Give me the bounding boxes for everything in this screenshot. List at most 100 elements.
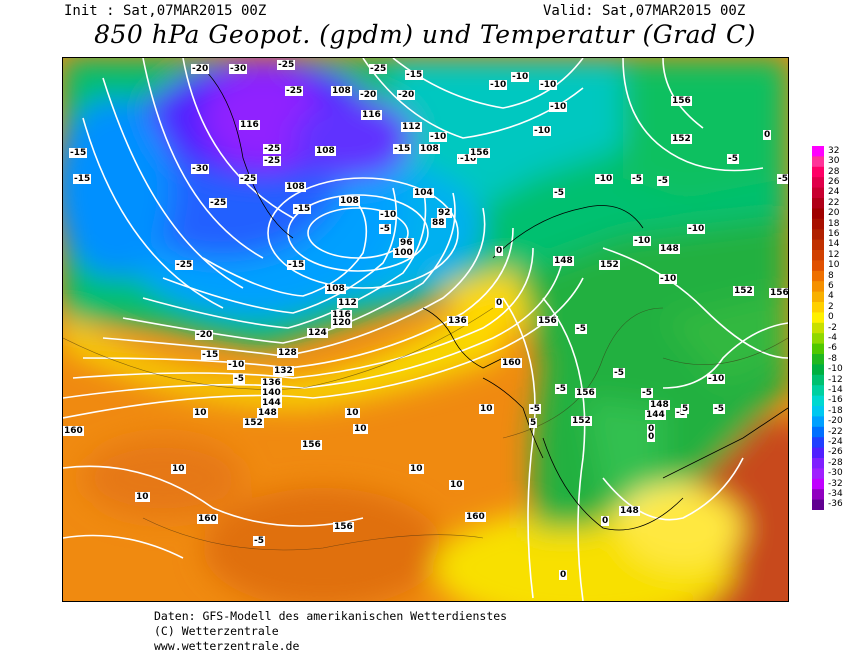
contour-label: -5 <box>631 174 643 184</box>
colorbar-tick: 28 <box>828 166 840 177</box>
data-source: Daten: GFS-Modell des amerikanischen Wet… <box>154 609 508 623</box>
contour-label: -5 <box>233 374 245 384</box>
contour-label: -20 <box>191 64 210 74</box>
contour-label: 152 <box>571 416 592 426</box>
contour-label: 0 <box>647 424 656 434</box>
contour-label: -20 <box>195 330 214 340</box>
contour-label: 108 <box>339 196 360 206</box>
contour-label: 124 <box>307 328 328 338</box>
contour-label: -25 <box>175 260 194 270</box>
contour-label: -15 <box>73 174 92 184</box>
contour-label: 5 <box>681 404 690 414</box>
colorbar-tick: 30 <box>828 156 840 167</box>
contour-label: -5 <box>379 224 391 234</box>
contour-label: 156 <box>333 522 354 532</box>
contour-label: 136 <box>447 316 468 326</box>
contour-label: 108 <box>331 86 352 96</box>
contour-label: 148 <box>659 244 680 254</box>
colorbar-tick: 12 <box>828 249 840 260</box>
contour-label: 116 <box>239 120 260 130</box>
contour-label: 96 <box>399 238 414 248</box>
contour-label: 116 <box>331 310 352 320</box>
contour-label: 10 <box>135 492 150 502</box>
contour-label: 152 <box>243 418 264 428</box>
colorbar-swatch <box>812 302 824 313</box>
temperature-colorbar <box>812 146 824 511</box>
colorbar-swatch <box>812 354 824 365</box>
contour-label: -15 <box>405 70 424 80</box>
colorbar-tick: 24 <box>828 187 840 198</box>
colorbar-swatch <box>812 478 824 490</box>
colorbar-tick: -14 <box>828 384 843 395</box>
contour-label: 156 <box>671 96 692 106</box>
colorbar-swatch <box>812 406 824 417</box>
colorbar-tick: 14 <box>828 239 840 250</box>
colorbar-swatch <box>812 322 824 334</box>
contour-label: 0 <box>559 570 568 580</box>
colorbar-swatch <box>812 333 824 345</box>
contour-label: 144 <box>645 410 666 420</box>
contour-label: 10 <box>479 404 494 414</box>
contour-label: -5 <box>613 368 625 378</box>
contour-label: -30 <box>229 64 248 74</box>
contour-label: 136 <box>261 378 282 388</box>
contour-label: -10 <box>595 174 614 184</box>
map-title: 850 hPa Geopot. (gpdm) und Temperatur (G… <box>94 20 756 49</box>
contour-label: -10 <box>533 126 552 136</box>
colorbar-swatch <box>812 426 824 438</box>
colorbar-tick: -2 <box>828 322 837 333</box>
contour-label: 10 <box>409 464 424 474</box>
colorbar-swatch <box>812 437 824 449</box>
copyright: (C) Wetterzentrale <box>154 624 279 638</box>
contour-label: 128 <box>277 348 298 358</box>
colorbar-tick: -18 <box>828 405 843 416</box>
contour-label: 10 <box>193 408 208 418</box>
contour-label: 152 <box>671 134 692 144</box>
contour-label: -10 <box>459 154 478 164</box>
init-time: Init : Sat,07MAR2015 00Z <box>64 3 267 19</box>
contour-label: 156 <box>769 288 789 298</box>
contour-label: 10 <box>449 480 464 490</box>
website-link[interactable]: www.wetterzentrale.de <box>154 639 300 653</box>
contour-label: 156 <box>301 440 322 450</box>
colorbar-tick: -36 <box>828 499 843 510</box>
contour-label: -25 <box>285 86 304 96</box>
contour-label: -20 <box>359 90 378 100</box>
contour-label: -20 <box>397 90 416 100</box>
contour-label: -15 <box>201 350 220 360</box>
contour-label: -30 <box>191 164 210 174</box>
colorbar-tick: 32 <box>828 145 840 156</box>
colorbar-tick: -16 <box>828 395 843 406</box>
colorbar-tick: -12 <box>828 374 843 385</box>
contour-label: -10 <box>227 360 246 370</box>
colorbar-swatch <box>812 166 824 178</box>
colorbar-swatch <box>812 468 824 480</box>
contour-label: -25 <box>369 64 388 74</box>
contour-label: -25 <box>239 174 258 184</box>
colorbar-swatch <box>812 343 824 355</box>
colorbar-tick: -28 <box>828 457 843 468</box>
contour-label: 132 <box>273 366 294 376</box>
colorbar-swatch <box>812 499 824 511</box>
colorbar-swatch <box>812 270 824 282</box>
colorbar-tick: 16 <box>828 228 840 239</box>
colorbar-tick: -20 <box>828 416 843 427</box>
contour-label: -25 <box>209 198 228 208</box>
contour-label: -10 <box>549 102 568 112</box>
valid-time: Valid: Sat,07MAR2015 00Z <box>543 3 746 19</box>
colorbar-swatch <box>812 312 824 324</box>
colorbar-swatch <box>812 229 824 241</box>
contour-label: 10 <box>345 408 360 418</box>
colorbar-swatch <box>812 260 824 272</box>
contour-label: 116 <box>361 110 382 120</box>
colorbar-tick: -26 <box>828 447 843 458</box>
contour-label: 0 <box>495 298 504 308</box>
colorbar-tick: 2 <box>828 301 834 312</box>
colorbar-tick: 6 <box>828 280 834 291</box>
contour-label: 108 <box>325 284 346 294</box>
colorbar-swatch <box>812 416 824 428</box>
contour-label: 88 <box>431 218 446 228</box>
contour-label: -15 <box>293 204 312 214</box>
footer-credits: Daten: GFS-Modell des amerikanischen Wet… <box>154 609 507 654</box>
contour-label: 148 <box>257 408 278 418</box>
